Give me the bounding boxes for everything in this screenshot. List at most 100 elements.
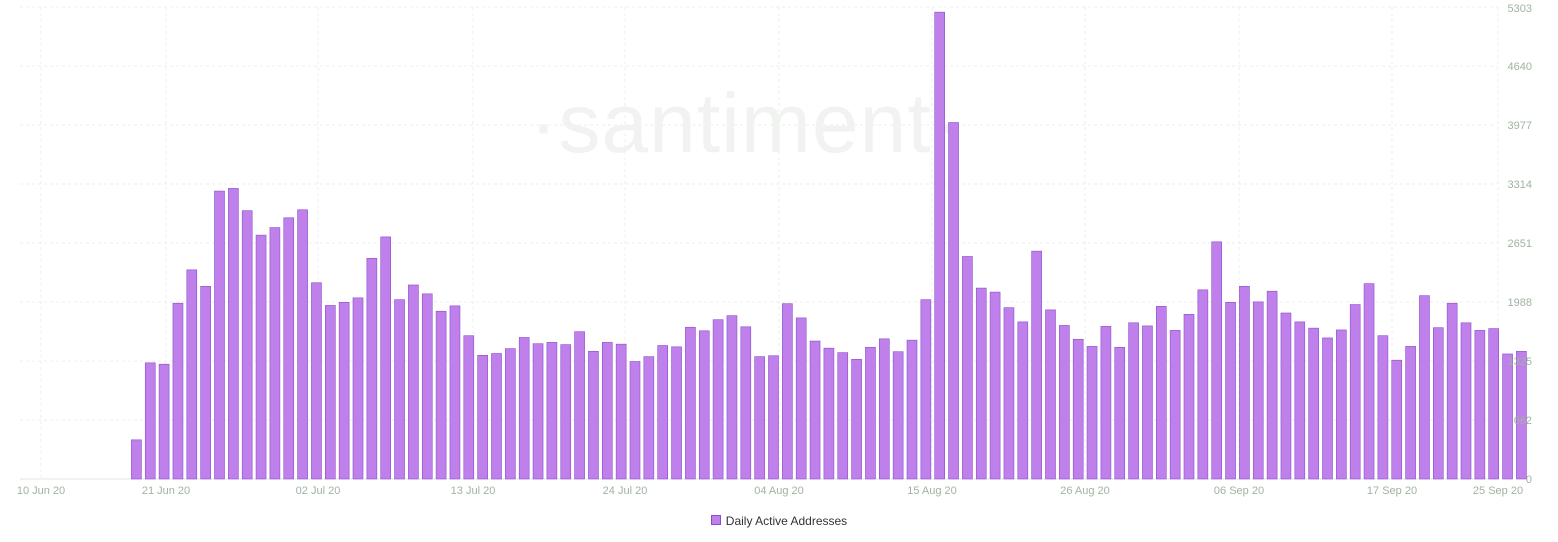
bar xyxy=(615,343,627,480)
y-tick-label: 5303 xyxy=(1508,3,1532,15)
y-tick-label: 662 xyxy=(1514,415,1532,427)
x-tick-label: 10 Jun 20 xyxy=(17,485,65,497)
bar xyxy=(574,331,585,480)
y-tick-label: 4640 xyxy=(1508,61,1532,73)
bar xyxy=(1502,353,1513,480)
x-tick-label: 24 Jul 20 xyxy=(603,485,648,497)
legend: Daily Active Addresses xyxy=(0,514,1558,528)
bar xyxy=(837,352,849,480)
bar xyxy=(948,122,959,480)
bar xyxy=(975,287,987,480)
y-tick-label: 3314 xyxy=(1508,179,1532,191)
bar xyxy=(1349,304,1361,480)
bar xyxy=(878,338,890,480)
bar xyxy=(1142,325,1153,480)
bar xyxy=(338,302,350,480)
bar xyxy=(601,342,613,480)
x-axis-ticks: 10 Jun 20 21 Jun 20 02 Jul 20 13 Jul 20 24 J… xyxy=(17,485,1523,497)
bar xyxy=(1433,327,1444,480)
bar xyxy=(1280,312,1292,480)
bar xyxy=(1003,307,1015,480)
bar xyxy=(269,227,281,480)
bar xyxy=(324,305,336,480)
bar xyxy=(795,317,807,480)
bar xyxy=(685,326,696,480)
bar xyxy=(1017,321,1029,480)
x-tick-label: 21 Jun 20 xyxy=(142,485,190,497)
bar xyxy=(1100,326,1112,480)
x-tick-label: 15 Aug 20 xyxy=(907,485,957,497)
y-tick-label: 1988 xyxy=(1508,297,1532,309)
bar xyxy=(1211,241,1222,480)
bar xyxy=(1363,283,1375,480)
bar xyxy=(588,350,599,480)
bar xyxy=(1225,302,1236,480)
bar xyxy=(1419,295,1430,480)
y-tick-label: 0 xyxy=(1526,474,1532,486)
bar xyxy=(920,299,932,480)
bar xyxy=(809,340,821,480)
bar xyxy=(228,188,239,480)
y-tick-label: 3977 xyxy=(1508,120,1532,132)
bar xyxy=(449,305,461,480)
bar xyxy=(934,11,946,480)
bar xyxy=(768,355,779,480)
bars xyxy=(131,11,1527,480)
legend-swatch xyxy=(710,515,721,525)
bar xyxy=(241,210,253,480)
bar xyxy=(851,358,862,480)
bar xyxy=(712,319,724,480)
bar xyxy=(740,326,752,480)
bar xyxy=(200,285,211,480)
bar xyxy=(1183,314,1195,480)
legend-label: Daily Active Addresses xyxy=(725,514,848,528)
bar xyxy=(1336,329,1347,480)
bar xyxy=(1239,285,1250,480)
bar xyxy=(255,234,267,480)
bar xyxy=(435,310,447,480)
bar xyxy=(421,293,433,480)
bar xyxy=(989,291,1001,480)
bar xyxy=(657,345,669,480)
bar xyxy=(311,282,322,480)
bar xyxy=(491,353,502,480)
bar xyxy=(1516,350,1527,480)
bar xyxy=(1391,359,1403,480)
bar xyxy=(962,256,973,480)
bar xyxy=(1294,321,1306,480)
bar xyxy=(1045,309,1056,480)
x-tick-label: 04 Aug 20 xyxy=(754,485,804,497)
bar xyxy=(1072,338,1084,480)
bar xyxy=(1169,330,1181,480)
bar xyxy=(1488,328,1499,480)
bar xyxy=(1197,289,1209,480)
bar xyxy=(1031,250,1042,480)
bar xyxy=(865,346,876,480)
bar xyxy=(352,297,364,480)
bar xyxy=(158,363,170,480)
bar xyxy=(546,342,558,480)
bar xyxy=(532,343,544,480)
bar xyxy=(1308,327,1319,480)
bar xyxy=(1446,302,1458,480)
bar xyxy=(394,299,405,480)
bar xyxy=(643,356,655,480)
bar xyxy=(823,347,835,480)
bar xyxy=(380,236,392,480)
bar xyxy=(214,190,225,480)
bar xyxy=(1460,322,1472,480)
x-tick-label: 26 Aug 20 xyxy=(1060,485,1110,497)
y-axis-ticks: 0 662 1325 1988 2651 3314 3977 4640 5303 xyxy=(1508,3,1532,486)
bar xyxy=(1377,335,1389,480)
x-tick-label: 06 Sep 20 xyxy=(1214,485,1264,497)
bar xyxy=(1474,330,1486,480)
y-tick-label: 1325 xyxy=(1508,356,1532,368)
bar xyxy=(1322,337,1333,480)
bar xyxy=(726,315,738,480)
bar xyxy=(172,302,184,480)
santiment-watermark: ·santiment· xyxy=(529,76,960,170)
bar xyxy=(629,361,641,480)
bar xyxy=(754,356,765,480)
bar xyxy=(906,339,918,480)
